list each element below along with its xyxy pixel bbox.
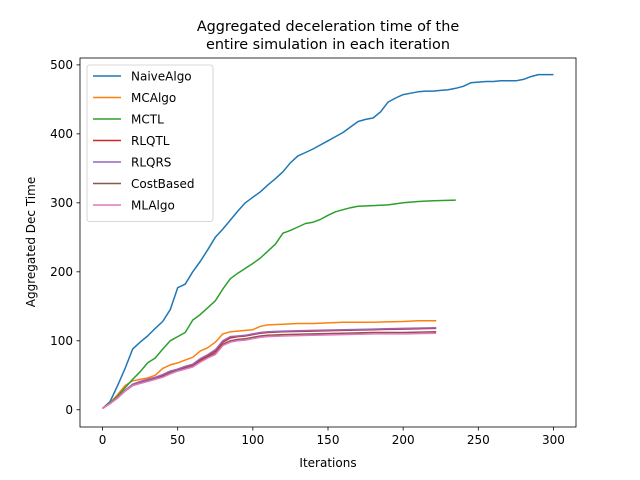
legend-label-mcalgo: MCAlgo xyxy=(131,91,176,105)
series-line-mcalgo xyxy=(102,320,437,410)
y-tick-label: 200 xyxy=(50,265,73,279)
legend-label-rlqrs: RLQRS xyxy=(131,155,171,169)
x-tick-label: 0 xyxy=(99,433,107,447)
legend-box xyxy=(86,64,214,222)
series-line-rlqrs xyxy=(102,326,437,410)
series-line-mctl xyxy=(102,199,456,410)
legend-label-mctl: MCTL xyxy=(131,112,164,126)
x-tick-label: 200 xyxy=(392,433,415,447)
y-tick-label: 300 xyxy=(50,196,73,210)
x-axis-ticks: 0 50 100 150 200 250 300 xyxy=(99,427,565,447)
y-tick-label: 400 xyxy=(50,127,73,141)
series-line-naivealgo xyxy=(101,73,554,409)
x-tick-label: 250 xyxy=(467,433,490,447)
legend-label-naivealgo: NaiveAlgo xyxy=(131,69,192,83)
y-tick-label: 0 xyxy=(65,403,73,417)
series-line-costbased xyxy=(102,331,437,410)
legend-label-costbased: CostBased xyxy=(131,177,195,191)
chart-title-line-2: entire simulation in each iteration xyxy=(206,37,450,53)
chart-title-line-1: Aggregated deceleration time of the xyxy=(197,19,460,35)
series-line-rlqtl xyxy=(102,327,437,410)
y-tick-label: 100 xyxy=(50,334,73,348)
y-tick-label: 500 xyxy=(50,58,73,72)
legend: NaiveAlgo MCAlgo MCTL RLQTL RLQRS CostBased ML… xyxy=(86,64,214,222)
y-axis-label: Aggregated Dec Time xyxy=(24,177,38,307)
x-tick-label: 50 xyxy=(170,433,185,447)
x-tick-label: 300 xyxy=(542,433,565,447)
legend-label-mlalgo: MLAlgo xyxy=(131,198,175,212)
x-tick-label: 150 xyxy=(317,433,340,447)
legend-label-rlqtl: RLQTL xyxy=(131,134,170,148)
y-axis-ticks: 0 100 200 300 400 500 xyxy=(50,58,80,417)
x-tick-label: 100 xyxy=(241,433,264,447)
x-axis-label: Iterations xyxy=(299,456,356,470)
series-line-mlalgo xyxy=(102,332,437,410)
plot-frame xyxy=(79,57,577,428)
series-layer xyxy=(101,73,554,410)
